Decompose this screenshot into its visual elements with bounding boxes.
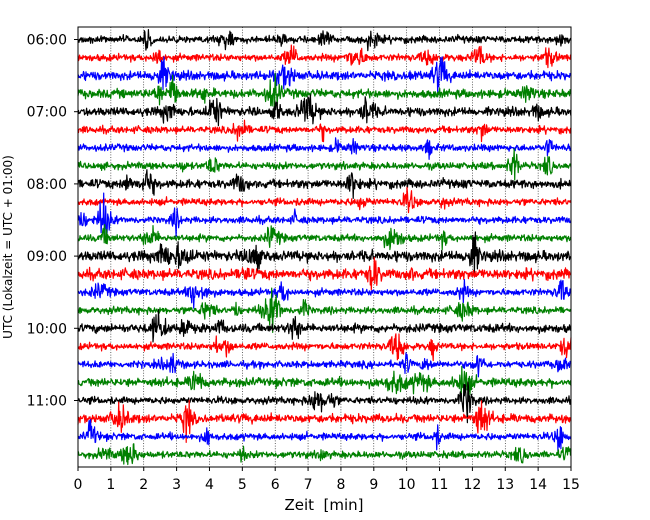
- y-tick-label-06:00: 06:00: [27, 33, 67, 49]
- trace-line-10:15: [77, 333, 572, 362]
- x-axis-label: Zeit [min]: [284, 496, 363, 514]
- trace-lines: [77, 29, 572, 466]
- x-tick-label-3: 3: [172, 477, 181, 493]
- y-tick-label-11:00: 11:00: [27, 394, 67, 410]
- trace-line-09:15: [77, 256, 572, 291]
- x-axis-ticks: 0 1 2 3 4 5 6 7 8 9 10 11 12 13 14 15: [74, 467, 580, 493]
- trace-line-08:00: [77, 169, 572, 199]
- y-tick-label-09:00: 09:00: [27, 249, 67, 265]
- trace-line-06:30: [77, 56, 572, 94]
- x-tick-label-13: 13: [496, 477, 514, 493]
- x-tick-label-8: 8: [336, 477, 345, 493]
- trace-line-10:45: [77, 365, 572, 399]
- x-tick-label-4: 4: [205, 477, 214, 493]
- x-tick-label-9: 9: [369, 477, 378, 493]
- trace-line-06:15: [77, 44, 572, 69]
- trace-line-07:15: [77, 119, 572, 143]
- trace-line-09:30: [77, 279, 572, 309]
- trace-line-11:00: [77, 381, 572, 424]
- trace-line-09:45: [77, 287, 572, 333]
- trace-line-07:30: [77, 137, 572, 160]
- trace-line-08:45: [77, 224, 572, 251]
- y-tick-label-07:00: 07:00: [27, 105, 67, 121]
- y-tick-label-08:00: 08:00: [27, 177, 67, 193]
- x-tick-label-2: 2: [139, 477, 148, 493]
- x-tick-label-0: 0: [74, 477, 83, 493]
- trace-line-08:15: [77, 186, 572, 214]
- x-tick-label-5: 5: [238, 477, 247, 493]
- trace-line-06:00: [77, 29, 572, 52]
- trace-line-11:15: [77, 399, 572, 443]
- x-tick-label-7: 7: [304, 477, 313, 493]
- x-tick-label-6: 6: [271, 477, 280, 493]
- x-tick-label-1: 1: [106, 477, 115, 493]
- x-tick-label-14: 14: [529, 477, 547, 493]
- x-tick-label-10: 10: [398, 477, 416, 493]
- trace-line-09:00: [77, 231, 572, 276]
- trace-line-07:00: [77, 94, 572, 127]
- trace-line-08:30: [77, 192, 572, 242]
- plot-frame: [77, 26, 572, 468]
- trace-line-11:30: [77, 418, 572, 452]
- trace-line-11:45: [77, 443, 572, 466]
- trace-line-06:45: [77, 72, 572, 111]
- y-axis-ticks: 06:00 07:00 08:00 09:00 10:00 11:00: [27, 33, 78, 410]
- y-axis-label: UTC (Lokalzeit = UTC + 01:00): [1, 155, 15, 339]
- trace-line-10:00: [77, 309, 572, 343]
- x-tick-label-15: 15: [562, 477, 580, 493]
- y-tick-label-10:00: 10:00: [27, 321, 67, 337]
- trace-line-10:30: [77, 352, 572, 378]
- x-tick-label-12: 12: [463, 477, 481, 493]
- x-tick-label-11: 11: [431, 477, 449, 493]
- trace-line-07:45: [77, 148, 572, 181]
